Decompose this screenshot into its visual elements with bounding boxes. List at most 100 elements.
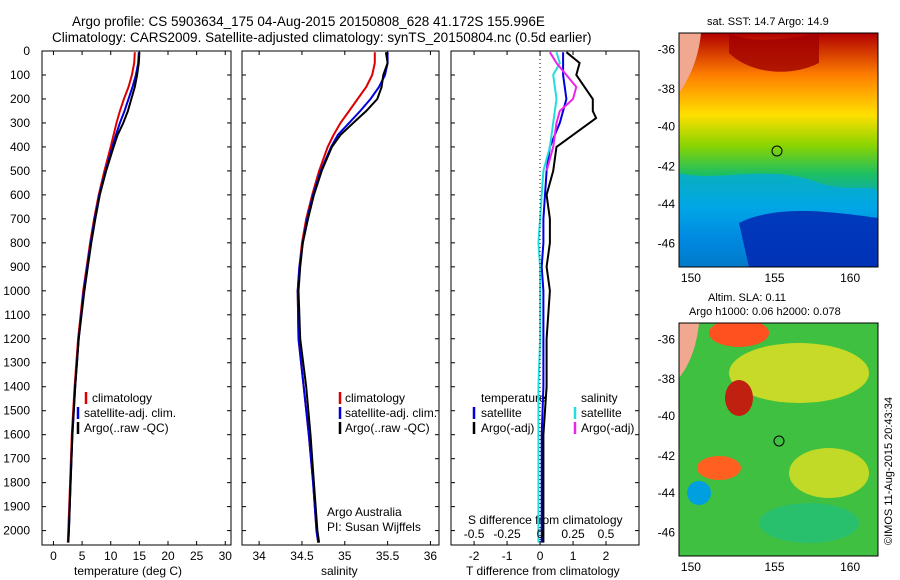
x-tick-label: 35.5 — [376, 549, 400, 563]
depth-tick-label: 0 — [23, 44, 30, 58]
lat-tick-label: -42 — [658, 159, 676, 173]
argo-location-marker — [773, 435, 785, 447]
temperature-legend: climatology satellite-adj. clim. Argo(..… — [76, 391, 176, 435]
series-line-salinity-argo-adj- — [545, 51, 578, 172]
s-tick-label: 0.5 — [598, 527, 615, 541]
x-tick-label: 5 — [79, 549, 86, 563]
series-line-temperature-satellite — [540, 52, 568, 543]
depth-tick-label: 300 — [10, 116, 30, 130]
lat-tick-label: -36 — [658, 42, 676, 56]
map-axes: 150 155 160 -36 -38 -40 -42 -44 -46 150 155 160 -36 -… — [658, 42, 861, 574]
legend-title-salinity: salinity — [581, 391, 618, 405]
legend-label: satellite-adj. clim. — [84, 406, 176, 420]
depth-tick-label: 1800 — [3, 476, 30, 490]
legend-label: climatology — [345, 391, 405, 405]
x-tick-label: 15 — [133, 549, 147, 563]
x-tick-label: 35 — [338, 549, 352, 563]
s-tick-label: 0 — [537, 527, 544, 541]
depth-tick-label: 1300 — [3, 356, 30, 370]
depth-tick-label: 1600 — [3, 428, 30, 442]
difference-panel — [450, 50, 640, 546]
lat-tick-label: -38 — [658, 82, 676, 96]
series-line-temperature-argo-adj- — [542, 51, 598, 543]
lat-tick-label: -44 — [658, 197, 676, 211]
x-tick-label: -2 — [469, 549, 480, 563]
salinity-legend: climatology satellite-adj. clim. Argo(..… — [327, 391, 437, 534]
lat-tick-label: -42 — [658, 449, 676, 463]
lat-tick-label: -38 — [658, 372, 676, 386]
legend-label: Argo(-adj) — [481, 421, 534, 435]
depth-tick-label: 800 — [10, 236, 30, 250]
depth-axis: 0 100 200 300 400 500 600 700 800 900 1000 1100 1200… — [3, 44, 30, 538]
difference-legend: temperature satellite Argo(-adj) salinit… — [472, 391, 634, 435]
s-tick-label: -0.25 — [493, 527, 521, 541]
legend-label: satellite — [481, 406, 522, 420]
depth-tick-label: 1500 — [3, 404, 30, 418]
depth-tick-label: 1700 — [3, 452, 30, 466]
series-line-salinity-satellite — [537, 51, 561, 543]
legend-label: satellite-adj. clim. — [345, 406, 437, 420]
x-tick-label: -1 — [502, 549, 513, 563]
temperature-xlabel: temperature (deg C) — [74, 564, 182, 578]
salinity-panel — [241, 50, 440, 546]
lat-tick-label: -40 — [658, 409, 676, 423]
s-tick-label: 0.25 — [561, 527, 585, 541]
x-tick-label: 1 — [570, 549, 577, 563]
lon-tick-label: 155 — [765, 560, 785, 574]
x-tick-label: 34 — [252, 549, 266, 563]
legend-label: climatology — [92, 391, 152, 405]
sla-map-title-2: Argo h1000: 0.06 h2000: 0.078 — [689, 306, 841, 318]
argo-location-marker — [771, 145, 783, 157]
depth-tick-label: 1200 — [3, 332, 30, 346]
lat-tick-label: -46 — [658, 237, 676, 251]
legend-label: Argo(-adj) — [581, 421, 634, 435]
difference-top-label: S difference from climatology — [468, 513, 623, 527]
header-line-1: Argo profile: CS 5903634_175 04-Aug-2015… — [72, 14, 545, 29]
series-line-argo-raw-qc- — [67, 52, 141, 543]
legend-label: Argo(..raw -QC) — [345, 421, 430, 435]
depth-tick-label: 900 — [10, 260, 30, 274]
s-tick-label: -0.5 — [464, 527, 485, 541]
depth-tick-label: 1900 — [3, 500, 30, 514]
lon-tick-label: 155 — [765, 271, 785, 285]
sst-map — [678, 32, 879, 268]
temperature-panel — [41, 50, 232, 546]
sla-map-title-1: Altim. SLA: 0.11 — [708, 292, 786, 304]
lat-tick-label: -36 — [658, 332, 676, 346]
profile-lines — [66, 51, 598, 543]
x-tick-label: 30 — [219, 549, 233, 563]
x-tick-label: 0 — [537, 549, 544, 563]
lon-tick-label: 150 — [681, 560, 701, 574]
salinity-xlabel: salinity — [321, 564, 358, 578]
depth-tick-label: 500 — [10, 164, 30, 178]
depth-tick-label: 600 — [10, 188, 30, 202]
depth-tick-label: 700 — [10, 212, 30, 226]
x-tick-label: 25 — [190, 549, 204, 563]
depth-tick-label: 200 — [10, 92, 30, 106]
depth-tick-label: 1400 — [3, 380, 30, 394]
lon-tick-label: 150 — [681, 271, 701, 285]
x-tick-label: 20 — [161, 549, 175, 563]
depth-tick-label: 1100 — [4, 308, 30, 322]
lat-tick-label: -44 — [658, 486, 676, 500]
legend-label: satellite — [581, 406, 622, 420]
depth-tick-label: 400 — [10, 140, 30, 154]
credit-line-2: PI: Susan Wijffels — [327, 520, 421, 534]
sla-map — [678, 322, 879, 557]
header-line-2: Climatology: CARS2009. Satellite-adjuste… — [52, 30, 592, 45]
series-line-argo-raw-qc- — [297, 52, 389, 543]
lon-tick-label: 160 — [840, 271, 860, 285]
lon-tick-label: 160 — [840, 560, 860, 574]
x-tick-label: 2 — [603, 549, 610, 563]
depth-tick-label: 1000 — [3, 284, 30, 298]
sst-map-title: sat. SST: 14.7 Argo: 14.9 — [707, 16, 829, 28]
x-tick-label: 10 — [104, 549, 118, 563]
lat-tick-label: -40 — [658, 120, 676, 134]
x-tick-label: 34.5 — [290, 549, 314, 563]
x-tick-label: 0 — [50, 549, 57, 563]
x-tick-label: 36 — [424, 549, 438, 563]
depth-tick-label: 100 — [10, 68, 30, 82]
credit-line-1: Argo Australia — [327, 505, 402, 519]
copyright-stamp: ©IMOS 11-Aug-2015 20:43:34 — [883, 397, 895, 545]
